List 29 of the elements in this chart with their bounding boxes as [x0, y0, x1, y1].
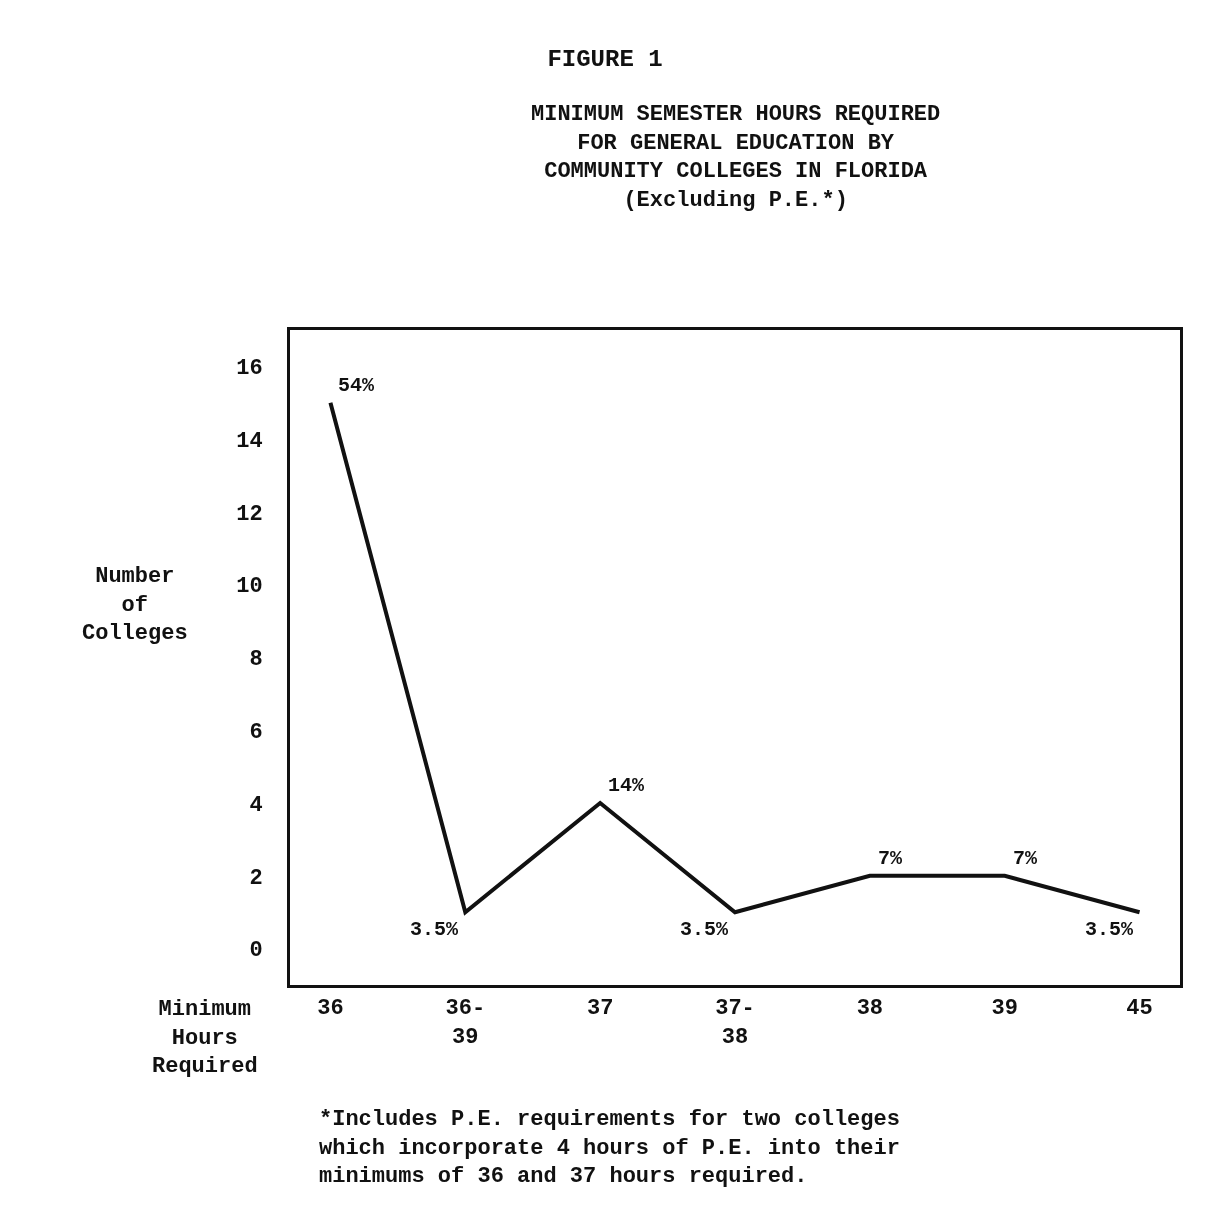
- annotation: 7%: [1013, 847, 1038, 870]
- annotation: 3.5%: [410, 918, 460, 941]
- x-tick-label: 45: [1126, 996, 1153, 1022]
- x-axis-title: Minimum Hours Required: [152, 997, 258, 1080]
- annotation: 3.5%: [680, 918, 730, 941]
- y-tick-label: 2: [249, 865, 263, 891]
- y-tick-label: 14: [236, 428, 263, 454]
- y-tick-label: 12: [236, 501, 263, 527]
- annotation: 7%: [878, 847, 903, 870]
- x-tick-label: 36- 39: [445, 996, 486, 1050]
- chart-title: FIGURE 1: [547, 45, 663, 73]
- annotation: 54%: [338, 374, 375, 397]
- x-tick-label: 38: [856, 996, 884, 1022]
- y-tick-label: 4: [249, 792, 263, 818]
- y-axis-title: Number of Colleges: [82, 564, 188, 647]
- x-tick-label: 37- 38: [715, 996, 755, 1050]
- x-tick-label: 37: [586, 996, 614, 1022]
- chart-subtitle: MINIMUM SEMESTER HOURS REQUIRED FOR GENERAL EDUCATION BY COMMUNITY COLLEGES IN FLORIDA (Excluding P.E.*): [531, 102, 941, 213]
- x-tick-label: 39: [991, 996, 1018, 1022]
- annotation: 3.5%: [1085, 918, 1135, 941]
- y-tick-label: 0: [249, 938, 263, 964]
- y-tick-label: 10: [236, 574, 263, 600]
- x-tick-label: 36: [317, 996, 344, 1022]
- y-tick-label: 8: [249, 647, 263, 673]
- text: *Includes P.E. requirements for two colleges which incorporate 4 hours of P.E. into their minimums of 36 and 37 hours required.: [319, 1107, 900, 1190]
- y-tick-label: 6: [249, 719, 263, 745]
- annotation: 14%: [608, 774, 645, 797]
- line-series: [328, 400, 1142, 915]
- y-tick-label: 16: [236, 356, 263, 382]
